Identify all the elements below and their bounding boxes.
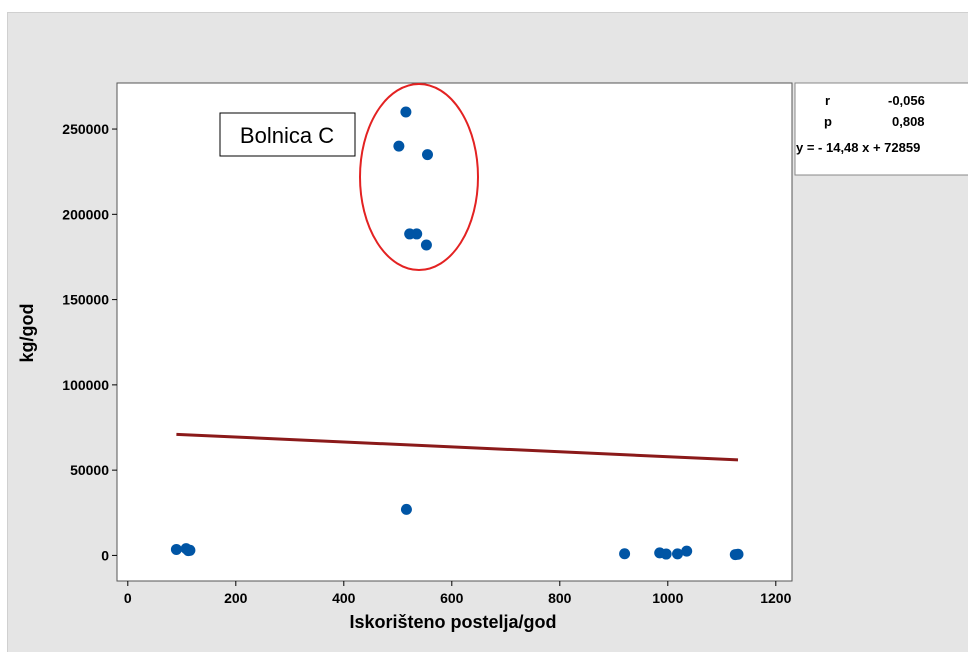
regression-equation: y = - 14,48 x + 72859 [796,140,920,155]
data-point [422,149,433,161]
stat-p-value: 0,808 [892,114,925,129]
y-tick-label: 150000 [62,292,109,308]
scatter-chart: 0 50000 100000 150000 200000 250000 0 200 400 60… [17,82,968,632]
data-point [184,544,196,556]
chart-figure: 0 50000 100000 150000 200000 250000 0 200 400 60… [7,12,968,652]
data-point [619,548,631,560]
data-point [660,548,672,560]
highlight-ellipse [359,83,479,271]
x-tick-label: 400 [332,590,356,606]
data-point [393,140,405,152]
regression-line [176,432,739,462]
x-tick-label: 0 [124,590,132,606]
annotation-label: Bolnica C [240,123,334,148]
data-point [681,545,693,557]
annotation-box [219,112,356,157]
x-tick-label: 1000 [652,590,683,606]
y-axis-title: kg/god [17,304,37,363]
data-point [170,543,182,555]
data-point [411,228,423,240]
data-points [170,106,744,561]
stat-p-label: p [824,114,832,129]
y-tick-label: 250000 [62,121,109,137]
x-tick-label: 600 [440,590,464,606]
x-tick-label: 800 [548,590,572,606]
x-tick-label: 1200 [760,590,791,606]
y-axis: 0 50000 100000 150000 200000 250000 [62,121,117,563]
x-axis-title: Iskorišteno postelja/god [349,612,556,632]
data-point [420,239,432,251]
x-axis: 0 200 400 600 800 1000 1200 [124,581,792,606]
y-tick-label: 200000 [62,206,109,222]
data-point [672,548,684,560]
y-tick-label: 100000 [62,377,109,393]
fit-line-group [176,432,739,462]
y-tick-label: 50000 [70,462,109,478]
stat-r-value: -0,056 [888,93,925,108]
data-point [400,503,412,515]
data-point [732,548,744,560]
x-tick-label: 200 [224,590,248,606]
data-point [400,106,412,118]
stat-r-label: r [825,93,830,108]
plot-area [116,82,793,582]
stats-box [794,82,968,176]
y-tick-label: 0 [101,547,109,563]
